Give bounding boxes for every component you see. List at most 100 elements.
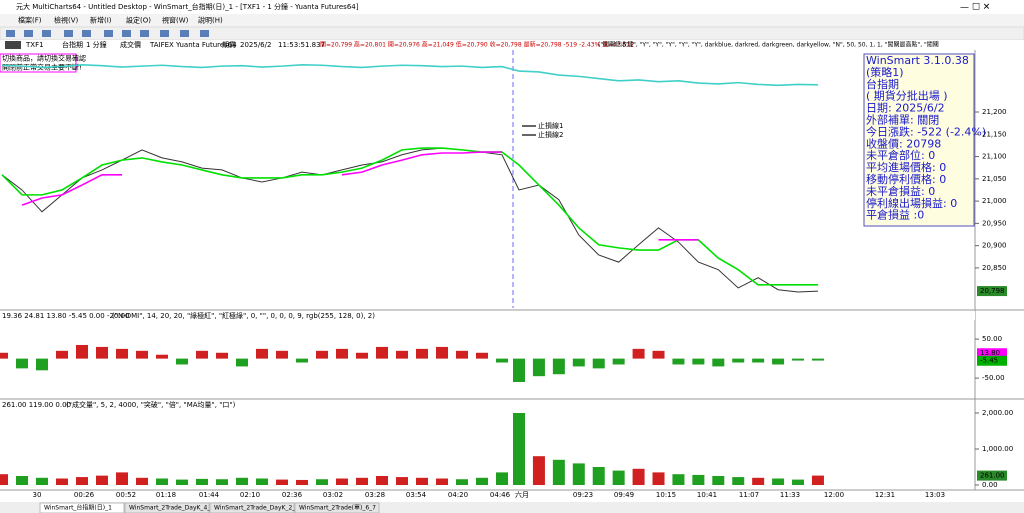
y-tick-label: -50.00 (982, 374, 1005, 382)
volume-bar (792, 479, 805, 485)
histogram-bar (752, 358, 765, 363)
info-line: 今日漲跌: -522 (-2.4%) (866, 124, 986, 138)
last-value-label: -5.45 (980, 357, 998, 365)
histogram-bar (476, 352, 488, 359)
y-tick-label: 21,100 (982, 153, 1007, 161)
histogram-bar (296, 358, 308, 363)
y-tick-label: 21,050 (982, 175, 1007, 183)
tab[interactable] (124, 502, 210, 513)
volume-bar (16, 475, 28, 485)
x-tick-label: 04:20 (448, 491, 468, 499)
vol-study: ("成交量", 5, 2, 4000, "突破", "倍", "MA均量", "… (66, 400, 236, 409)
volume-bar (496, 472, 508, 485)
x-tick-label: 00:52 (116, 491, 136, 499)
volume-bar (672, 474, 685, 485)
histogram-bar (672, 358, 685, 365)
info-line: 移動停利價格: 0 (866, 172, 946, 186)
histogram-bar (632, 348, 645, 359)
histogram-bar (652, 350, 665, 359)
y-tick-label: 21,150 (982, 130, 1007, 138)
info-line: 停利線出場損益: 0 (866, 196, 957, 210)
info-box (863, 53, 975, 227)
volume-bar (416, 477, 428, 485)
x-tick-label: 02:36 (282, 491, 303, 499)
menu-item[interactable]: 視窗(W) (162, 16, 189, 25)
volume-bar (136, 477, 148, 485)
histogram-bar (612, 358, 625, 365)
info-line: WinSmart 3.1.0.38 (866, 54, 969, 67)
time: 11:53:51.837 (278, 41, 325, 49)
price-line (1, 147, 818, 293)
histogram-bar (712, 358, 725, 367)
volume-bar (196, 478, 208, 485)
histogram-bar (772, 358, 785, 365)
x-tick-label: 10:15 (656, 491, 676, 499)
tab-label[interactable]: WinSmart_2Trade_DayK_2_3 (214, 505, 299, 512)
field: 成交價 (120, 40, 141, 49)
histogram-bar (376, 346, 388, 359)
x-tick-label: 03:54 (406, 491, 427, 499)
histogram-bar (792, 358, 805, 361)
feed: Yuanta Futures64 (175, 41, 237, 49)
volume-bar (176, 479, 188, 485)
volume-bar (376, 475, 388, 485)
volume-bar (532, 456, 545, 485)
x-tick-label: 09:23 (573, 491, 593, 499)
histogram-bar (592, 358, 605, 369)
volume-bar (692, 474, 705, 485)
volume-bar (76, 477, 88, 485)
info-line: 台指期 (866, 77, 899, 91)
info-line: 收盤價: 20798 (866, 136, 941, 150)
menu-item[interactable]: 設定(O) (126, 16, 151, 25)
tab-label[interactable]: WinSmart_台指期(日)_1 (44, 504, 112, 512)
histogram-bar (396, 350, 408, 359)
tab-label[interactable]: WinSmart_2Trade_DayK_4_5 (129, 505, 214, 512)
histogram-bar (56, 350, 68, 359)
legend-entry: 止損線1 (538, 121, 563, 130)
kind: 期貨 (222, 40, 236, 49)
histogram-bar (316, 350, 328, 359)
volume-bar (316, 479, 328, 485)
toolbar-icons (6, 30, 209, 37)
volume-bar (256, 478, 268, 485)
volume-bar (652, 472, 665, 485)
y-tick-label: 0.00 (982, 481, 998, 489)
window-controls[interactable]: — ☐ ✕ (960, 3, 990, 13)
tab[interactable] (39, 502, 125, 513)
x-tick-label: 04:46 (490, 491, 511, 499)
menu-item[interactable]: 說明(H) (198, 16, 223, 25)
date: 2025/6/2 (240, 41, 271, 49)
histogram-bar (136, 350, 148, 359)
histogram-bar (0, 352, 8, 359)
tab-label[interactable]: WinSmart_2Trade(單)_6_7 (299, 505, 376, 512)
window-title: 元大 MultiCharts64 - Untitled Desktop - Wi… (16, 2, 359, 11)
tab[interactable] (209, 502, 295, 513)
histogram-bar (572, 358, 585, 367)
info-line: 平均進場價格: 0 (866, 160, 946, 174)
menu-item[interactable]: 檔案(F) (18, 16, 42, 25)
x-tick-label: 01:44 (199, 491, 220, 499)
tab[interactable] (294, 502, 380, 513)
x-tick-label: 01:18 (156, 491, 176, 499)
y-tick-label: 21,000 (982, 197, 1007, 205)
volume-bar (513, 412, 525, 485)
x-tick-label: 03:02 (323, 491, 343, 499)
symbol-badge (5, 41, 21, 49)
interval: 1 分鐘 (86, 40, 107, 49)
volume-bar (356, 477, 368, 485)
volume-bar (396, 477, 408, 485)
menu-item[interactable]: 新增(I) (90, 16, 112, 25)
info-line: (策略1) (866, 65, 904, 79)
volume-bar (811, 475, 824, 485)
x-tick-label: 09:49 (614, 491, 634, 499)
last-price-box (977, 286, 1007, 297)
histogram-bar (156, 354, 168, 359)
histogram-bar (276, 350, 288, 359)
volume-bar (96, 475, 108, 485)
menu-item[interactable]: 檢視(V) (54, 16, 79, 25)
volume-bar (732, 477, 745, 485)
info-line: 外部補單: 關閉 (866, 113, 939, 127)
y-tick-label: 21,200 (982, 108, 1007, 116)
histogram-bar (811, 358, 824, 361)
last-value-box (977, 355, 1007, 366)
